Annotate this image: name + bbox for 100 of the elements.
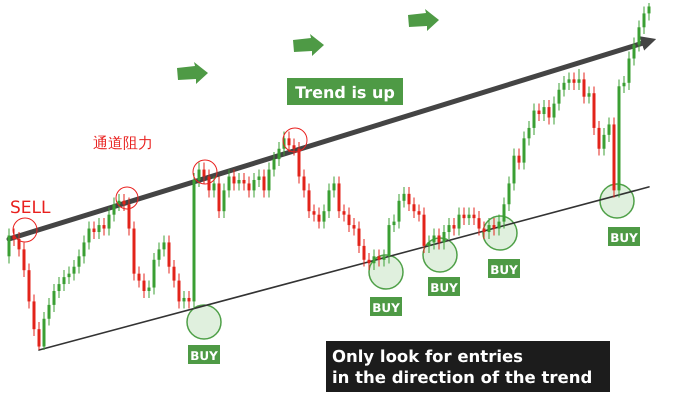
candlestick	[272, 152, 276, 177]
candlestick	[382, 248, 386, 268]
candlestick	[312, 204, 316, 222]
candlestick	[318, 207, 320, 230]
candlestick	[88, 221, 90, 250]
candlestick	[508, 176, 510, 212]
candlestick	[138, 266, 140, 288]
candlestick	[118, 193, 120, 212]
annotation: BUY	[372, 301, 400, 315]
candlestick	[438, 228, 440, 250]
candlestick	[572, 72, 576, 90]
candlestick	[518, 148, 520, 170]
candlestick	[262, 169, 266, 198]
annotation: Trend is up	[295, 83, 395, 102]
candlestick	[248, 176, 250, 198]
candlestick	[212, 176, 216, 198]
candlestick	[398, 193, 400, 230]
candlestick	[82, 234, 86, 264]
candlestick	[648, 2, 650, 21]
candlestick	[538, 103, 540, 122]
candlestick	[198, 162, 200, 188]
candlestick	[238, 172, 240, 191]
candlestick	[412, 196, 416, 219]
candlestick	[632, 37, 636, 66]
candlestick	[278, 141, 280, 167]
candlestick	[332, 176, 336, 198]
candlestick	[502, 196, 506, 230]
candlestick	[48, 297, 50, 326]
candlestick	[608, 117, 610, 142]
candlestick	[362, 238, 366, 268]
candlestick	[242, 172, 246, 191]
candlestick	[568, 72, 570, 90]
candlestick	[498, 214, 500, 236]
candlestick	[492, 218, 496, 236]
candlestick	[148, 280, 150, 298]
candlestick	[38, 322, 40, 350]
candlestick	[158, 242, 160, 268]
candlestick	[472, 207, 476, 226]
candlestick	[188, 290, 190, 309]
candlestick	[178, 273, 180, 309]
candlestick	[52, 284, 56, 312]
candlestick	[162, 234, 166, 257]
candlestick	[478, 210, 480, 236]
candlestick	[232, 169, 236, 191]
candlestick	[302, 169, 306, 198]
candlestick	[258, 169, 260, 188]
candlestick	[588, 86, 590, 104]
candlestick	[372, 248, 376, 271]
candlestick	[62, 270, 66, 292]
candlestick	[548, 100, 550, 125]
candlestick	[342, 204, 346, 222]
candlestick	[308, 182, 310, 219]
candlestick	[358, 221, 360, 254]
candlestick	[552, 96, 556, 125]
candlestick	[58, 276, 60, 298]
candlestick	[622, 75, 626, 94]
candlestick	[578, 68, 580, 90]
candlestick	[638, 20, 640, 52]
annotation: BUY	[430, 281, 458, 295]
candlestick	[378, 248, 380, 268]
candlestick	[408, 186, 410, 212]
candlestick	[228, 169, 230, 198]
candlestick	[642, 6, 646, 35]
candlestick	[532, 103, 536, 136]
candlestick	[102, 218, 106, 236]
candlestick	[448, 218, 450, 240]
candlestick	[392, 214, 396, 233]
annotation: BUY	[610, 231, 638, 245]
candlestick	[78, 248, 80, 274]
candlestick	[172, 259, 176, 288]
candlestick	[468, 207, 470, 226]
candlestick	[442, 224, 446, 250]
candlestick	[182, 290, 186, 309]
candlestick	[348, 207, 350, 233]
annotation: BUY	[490, 263, 518, 277]
annotation: SELL	[10, 198, 52, 218]
candlestick	[458, 207, 460, 236]
candlestick	[68, 266, 70, 285]
candlestick	[542, 100, 546, 122]
candlestick	[322, 204, 326, 230]
candlestick	[142, 273, 146, 298]
candlestick	[352, 218, 356, 236]
candlestick	[418, 204, 420, 222]
candlestick	[252, 172, 256, 198]
candlestick	[598, 120, 600, 156]
candlestick	[558, 82, 560, 112]
annotation: BUY	[190, 349, 218, 363]
candlestick	[602, 127, 606, 156]
candlestick	[8, 228, 10, 264]
annotation: Only look for entries in the direction of the trend	[332, 347, 592, 387]
candlestick	[268, 162, 270, 198]
candlestick	[328, 182, 330, 219]
candlestick	[108, 207, 110, 236]
candlestick	[368, 252, 370, 271]
candlestick	[582, 72, 586, 104]
candlestick	[528, 120, 530, 146]
candlestick	[98, 218, 100, 240]
candlestick	[562, 75, 566, 98]
candlestick	[452, 218, 456, 236]
candlestick	[402, 186, 406, 208]
